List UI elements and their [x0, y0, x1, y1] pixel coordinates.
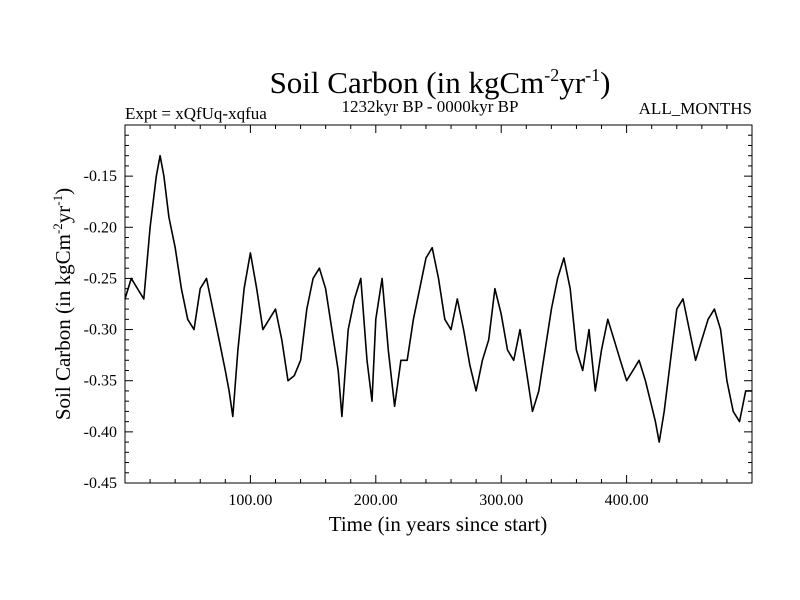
- x-axis-title: Time (in years since start): [329, 512, 548, 536]
- y-tick-label: -0.15: [84, 168, 117, 185]
- y-tick-label: -0.25: [84, 270, 117, 287]
- x-axis: 100.00 200.00 300.00 400.00: [124, 125, 753, 509]
- x-tick-label: 100.00: [228, 492, 272, 509]
- y-tick-label: -0.45: [84, 475, 117, 492]
- y-axis-title: Soil Carbon (in kgCm-2yr-1): [50, 188, 75, 420]
- plot-frame: [124, 124, 753, 484]
- soil-carbon-line: [124, 154, 752, 443]
- x-tick-label: 200.00: [354, 492, 398, 509]
- experiment-label: Expt = xQfUq-xqfua: [125, 104, 267, 123]
- x-tick-label: 400.00: [605, 492, 649, 509]
- chart-title: Soil Carbon (in kgCm-2yr-1): [270, 65, 611, 100]
- y-tick-label: -0.40: [84, 424, 117, 441]
- months-label: ALL_MONTHS: [639, 99, 752, 118]
- y-axis: -0.45 -0.40 -0.35 -0.30 -0.25 -0.20 -0.15: [84, 124, 752, 492]
- y-tick-label: -0.35: [84, 373, 117, 390]
- y-tick-label: -0.30: [84, 322, 117, 339]
- x-tick-label: 300.00: [479, 492, 523, 509]
- time-range-label: 1232kyr BP - 0000kyr BP: [342, 97, 519, 116]
- y-tick-label: -0.20: [84, 219, 117, 236]
